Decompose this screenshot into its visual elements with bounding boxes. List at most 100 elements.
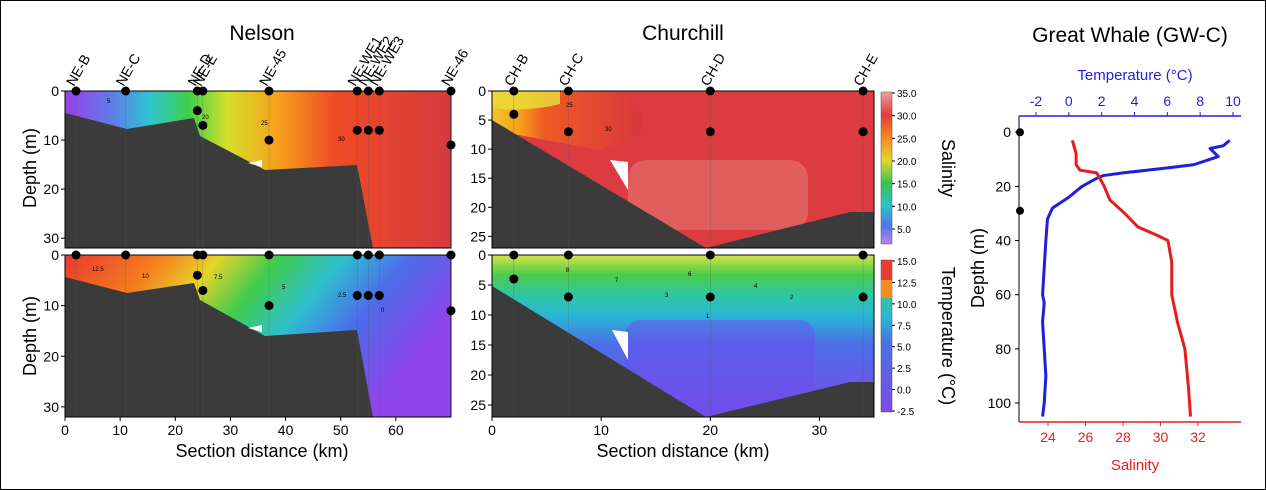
y-tick-label: 0 (51, 247, 59, 263)
station-sample-dot (198, 86, 208, 96)
colorbar-tick-label: 15.0 (897, 180, 917, 191)
gw-temperature-tick-label: -2 (1030, 93, 1043, 109)
y-axis-ticks: 0 5 10 15 20 25 (470, 247, 492, 413)
gw-salinity-tick-label: 32 (1190, 429, 1206, 445)
contour-label: 20 (202, 115, 209, 121)
station-sample-dot (446, 86, 456, 96)
gw-temperature-tick-label: 8 (1196, 93, 1204, 109)
temperature-colorbar-label: Temperature (°C) (938, 267, 958, 405)
colorbar-tick-label: 30.0 (897, 112, 917, 123)
station-sample-dot (446, 306, 456, 316)
churchill-salinity-seabed-left (492, 120, 706, 248)
station-sample-dot (264, 135, 274, 145)
y-tick-label: 0 (478, 247, 486, 263)
x-tick-label: 0 (61, 422, 69, 438)
churchill-temperature-core (625, 320, 815, 415)
contour-label: 25 (566, 103, 573, 109)
gw-depth-tick-label: 0 (1003, 124, 1011, 140)
station-sample-dot (858, 127, 868, 137)
salinity-colorbar: 35.0 30.0 25.0 20.0 15.0 10.0 5.0 Salinity (880, 89, 958, 245)
station-label: NE-C (112, 51, 143, 89)
y-tick-label: 0 (478, 83, 486, 99)
y-tick-label: 10 (470, 307, 486, 323)
churchill-temperature-frame (491, 254, 875, 418)
gw-temperature-tick-label: 6 (1163, 93, 1171, 109)
station-sample-dot (509, 109, 519, 119)
station-sample-dot (264, 250, 274, 260)
gw-salinity-tick-label: 26 (1078, 429, 1094, 445)
gw-sample-dot (1016, 206, 1024, 215)
station-markers (71, 250, 456, 417)
colorbar-tick-label: 2.5 (897, 364, 911, 375)
station-sample-dot (446, 250, 456, 260)
contour-label: 3 (665, 293, 669, 299)
gw-salinity-tick-label: 30 (1153, 429, 1169, 445)
station-sample-dot (198, 285, 208, 295)
station-markers (509, 86, 868, 248)
y-axis-ticks: 0 10 20 30 (43, 247, 65, 415)
gw-temperature-tick-label: 2 (1098, 93, 1106, 109)
x-axis-ticks: 0 10 20 30 40 50 60 (61, 417, 404, 438)
churchill-temperature-seabed-left (492, 286, 706, 417)
contour-label: 12.5 (92, 267, 104, 273)
colorbar-tick-label: 5.0 (897, 225, 911, 236)
gw-salinity-tick-label: 28 (1115, 429, 1131, 445)
station-sample-dot (563, 127, 573, 137)
contour-label: 4 (754, 284, 758, 290)
gw-depth-ticks: 0 20 40 60 80 100 (988, 124, 1019, 411)
y-tick-label: 20 (43, 348, 59, 364)
nelson-salinity-seabed (65, 113, 373, 248)
gw-depth-tick-label: 80 (995, 341, 1011, 357)
y-tick-label: 15 (470, 170, 486, 186)
station-sample-dot (198, 120, 208, 130)
x-tick-label: 20 (167, 422, 183, 438)
station-label: CH-C (555, 50, 586, 88)
nelson-temperature-panel: 12.5 10 7.5 5 2.5 0 0 10 20 30 0 10 20 30 40 50 6… (43, 247, 456, 438)
churchill-title: Churchill (642, 22, 724, 45)
gw-temperature-tick-label: 0 (1065, 93, 1073, 109)
station-sample-dot (264, 86, 274, 96)
station-sample-dot (705, 127, 715, 137)
y-tick-label: 0 (51, 83, 59, 99)
station-sample-dot (374, 291, 384, 300)
x-tick-label: 30 (812, 422, 828, 438)
contour-label: 0 (381, 308, 385, 314)
station-sample-dot (563, 250, 573, 260)
station-sample-dot (509, 86, 519, 96)
temperature-colorbar: 15.0 12.5 10.0 7.5 5.0 2.5 0.0 -2.5 Temperature… (880, 257, 958, 418)
churchill-temperature-seabed-right (706, 382, 874, 417)
colorbar-tick-label: 35.0 (897, 89, 917, 100)
y-tick-label: 30 (43, 399, 59, 415)
station-sample-dot (71, 250, 81, 260)
colorbar-tick-label: 10.0 (897, 202, 917, 213)
gw-temperature-tick-label: 10 (1225, 93, 1241, 109)
contour-label: 7.5 (214, 275, 223, 281)
churchill-temperature-panel: 8 7 6 4 3 2 1 0 5 10 15 20 25 0 10 20 30 (470, 247, 875, 438)
y-axis-ticks: 0 5 10 15 20 25 (470, 83, 492, 244)
station-sample-dot (363, 86, 373, 96)
y-tick-label: 10 (470, 141, 486, 157)
salinity-colorbar-ramp (880, 91, 893, 245)
gw-salinity-ticks: 24 26 28 30 32 (1040, 422, 1206, 445)
station-sample-dot (705, 292, 715, 302)
station-sample-dot (858, 86, 868, 96)
x-tick-label: 20 (702, 422, 718, 438)
station-sample-dot (352, 86, 362, 96)
churchill-salinity-gap (610, 160, 628, 190)
contour-label: 6 (688, 272, 692, 278)
churchill-salinity-seabed-right (706, 212, 874, 248)
nelson-title: Nelson (229, 22, 294, 45)
gw-temperature-ticks: -2 0 2 4 6 8 10 (1030, 93, 1241, 116)
salinity-colorbar-label: Salinity (938, 139, 958, 197)
x-tick-label: 10 (593, 422, 609, 438)
nelson-temperature-seabed (65, 277, 373, 417)
y-axis-ticks: 0 10 20 30 (43, 83, 65, 246)
temperature-colorbar-ticks: 15.0 12.5 10.0 7.5 5.0 2.5 0.0 -2.5 (892, 257, 917, 418)
x-tick-label: 50 (333, 422, 349, 438)
y-tick-label: 20 (470, 199, 486, 215)
station-sample-dot (858, 250, 868, 260)
x-tick-label: 0 (488, 422, 496, 438)
